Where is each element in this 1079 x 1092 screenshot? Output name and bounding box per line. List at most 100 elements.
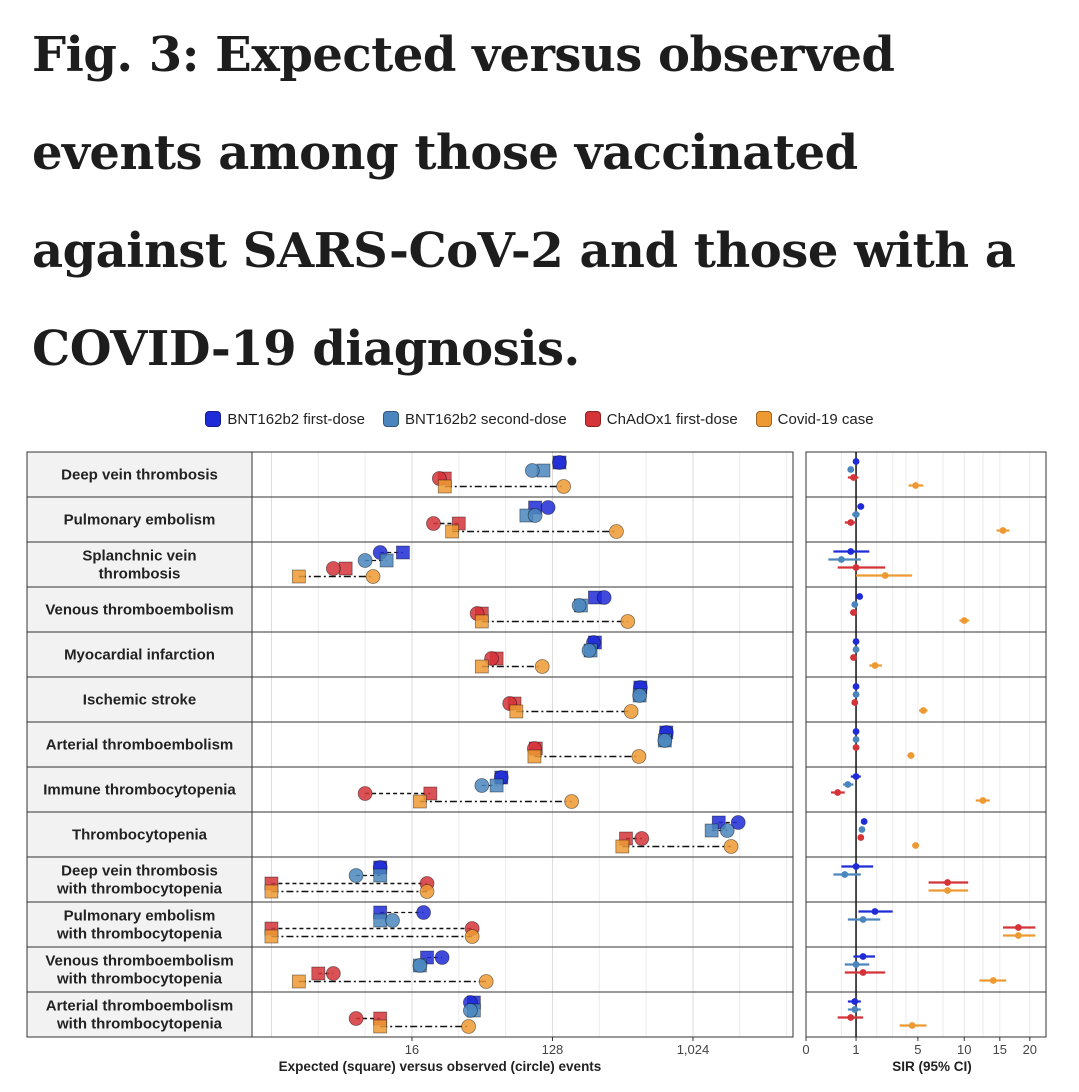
expected-square-point	[474, 659, 489, 674]
sir-point	[837, 556, 845, 563]
sir-point	[912, 482, 920, 489]
legend-swatch-chadox1-first	[584, 411, 601, 427]
sir-point	[979, 797, 987, 804]
expected-square-point	[379, 553, 394, 568]
row-label: Immune thrombocytopenia	[43, 782, 236, 799]
legend-swatch-covid-case	[755, 411, 772, 427]
expected-square-point	[373, 913, 388, 928]
observed-circle-point	[581, 643, 597, 658]
sir-point	[944, 879, 951, 886]
right-panel-border	[805, 451, 1047, 1038]
observed-circle-point	[348, 868, 364, 883]
expected-square-point	[338, 561, 353, 576]
expected-square-point	[527, 749, 542, 764]
observed-circle-point	[462, 1003, 478, 1018]
sir-point	[989, 977, 997, 984]
sir-point	[852, 646, 860, 653]
outcome-row: Ischemic stroke	[83, 680, 928, 719]
sir-point	[847, 1014, 855, 1021]
sir-point	[859, 953, 867, 960]
sir-point	[851, 601, 859, 608]
expected-square-point	[311, 966, 326, 981]
observed-circle-point	[556, 479, 572, 494]
observed-circle-point	[719, 823, 735, 838]
sir-point	[852, 961, 860, 968]
sir-point	[852, 728, 860, 735]
row-label: with thrombocytopenia	[56, 1016, 223, 1033]
sir-point	[852, 564, 860, 571]
label-strip-background	[27, 452, 252, 1037]
legend-swatch-bnt-second	[383, 411, 399, 427]
sir-point	[844, 781, 852, 788]
sir-point	[852, 863, 860, 870]
sir-point	[907, 752, 915, 759]
sir-point	[858, 826, 866, 833]
row-label: Pulmonary embolism	[64, 908, 216, 925]
observed-circle-point	[419, 884, 435, 899]
expected-square-point	[264, 884, 279, 899]
sir-point	[852, 744, 860, 751]
row-label: Myocardial infarction	[64, 647, 215, 664]
sir-point	[852, 458, 860, 465]
expected-square-point	[291, 974, 306, 989]
observed-circle-point	[385, 913, 400, 928]
sir-point	[1014, 932, 1022, 939]
legend-item-bnt-second: BNT162b2 second-dose	[383, 411, 567, 428]
sir-point	[850, 609, 857, 616]
chart-figure: Deep vein thrombosis Pulmonary embolism Sp…	[26, 451, 1047, 1074]
row-label: Arterial thromboembolism	[46, 737, 234, 754]
observed-circle-point	[571, 598, 587, 613]
outcome-row: Myocardial infarction	[64, 635, 882, 674]
right-tick-label: 10	[957, 1042, 971, 1057]
sir-point	[847, 548, 855, 555]
row-label: with thrombocytopenia	[56, 926, 223, 943]
left-axis-title: Expected (square) versus observed (circl…	[279, 1059, 602, 1074]
observed-circle-point	[657, 733, 673, 748]
expected-square-point	[474, 614, 489, 629]
expected-square-point	[437, 479, 452, 494]
outcome-row: Arterial thromboembolism	[46, 725, 915, 764]
sir-point	[852, 691, 860, 698]
row-label: with thrombocytopenia	[56, 971, 223, 988]
sir-point	[850, 654, 857, 661]
right-tick-label: 15	[993, 1042, 1007, 1057]
chart-legend: BNT162b2 first-dose BNT162b2 second-dose…	[0, 403, 1079, 435]
row-label: Ischemic stroke	[83, 692, 196, 709]
sir-point	[841, 871, 849, 878]
row-label: Pulmonary embolism	[64, 512, 216, 529]
observed-circle-point	[464, 929, 480, 944]
outcome-row: Thrombocytopenia	[72, 815, 920, 854]
figure-title: Fig. 3: Expected versus observed events …	[32, 27, 1016, 377]
expected-square-point	[423, 786, 438, 801]
expected-square-point	[396, 545, 410, 560]
sir-point	[944, 887, 951, 894]
sir-point	[908, 1022, 916, 1029]
observed-circle-point	[552, 455, 567, 470]
sir-point	[919, 707, 927, 714]
legend-label-covid-case: Covid-19 case	[777, 410, 874, 428]
outcome-row: Deep vein thrombosis	[61, 455, 924, 494]
left-tick-label: 128	[542, 1042, 564, 1057]
legend-label-bnt-first: BNT162b2 first-dose	[227, 410, 365, 428]
sir-point	[999, 527, 1007, 534]
left-panel-background	[252, 452, 793, 1037]
left-panel-border	[26, 451, 794, 1038]
expected-square-point	[509, 704, 524, 719]
observed-circle-point	[631, 749, 647, 764]
sir-point	[857, 834, 865, 841]
legend-label-chadox1-first: ChAdOx1 first-dose	[606, 410, 738, 428]
sir-point	[881, 572, 889, 579]
sir-point	[871, 662, 879, 669]
sir-point	[852, 638, 860, 645]
legend-item-bnt-first: BNT162b2 first-dose	[205, 411, 365, 428]
observed-circle-point	[348, 1011, 364, 1026]
right-tick-label: 20	[1023, 1042, 1037, 1057]
expected-square-point	[264, 929, 279, 944]
observed-circle-point	[434, 950, 450, 965]
right-tick-label: 0	[802, 1042, 809, 1057]
legend-item-covid-case: Covid-19 case	[755, 410, 874, 428]
observed-circle-point	[730, 815, 746, 830]
